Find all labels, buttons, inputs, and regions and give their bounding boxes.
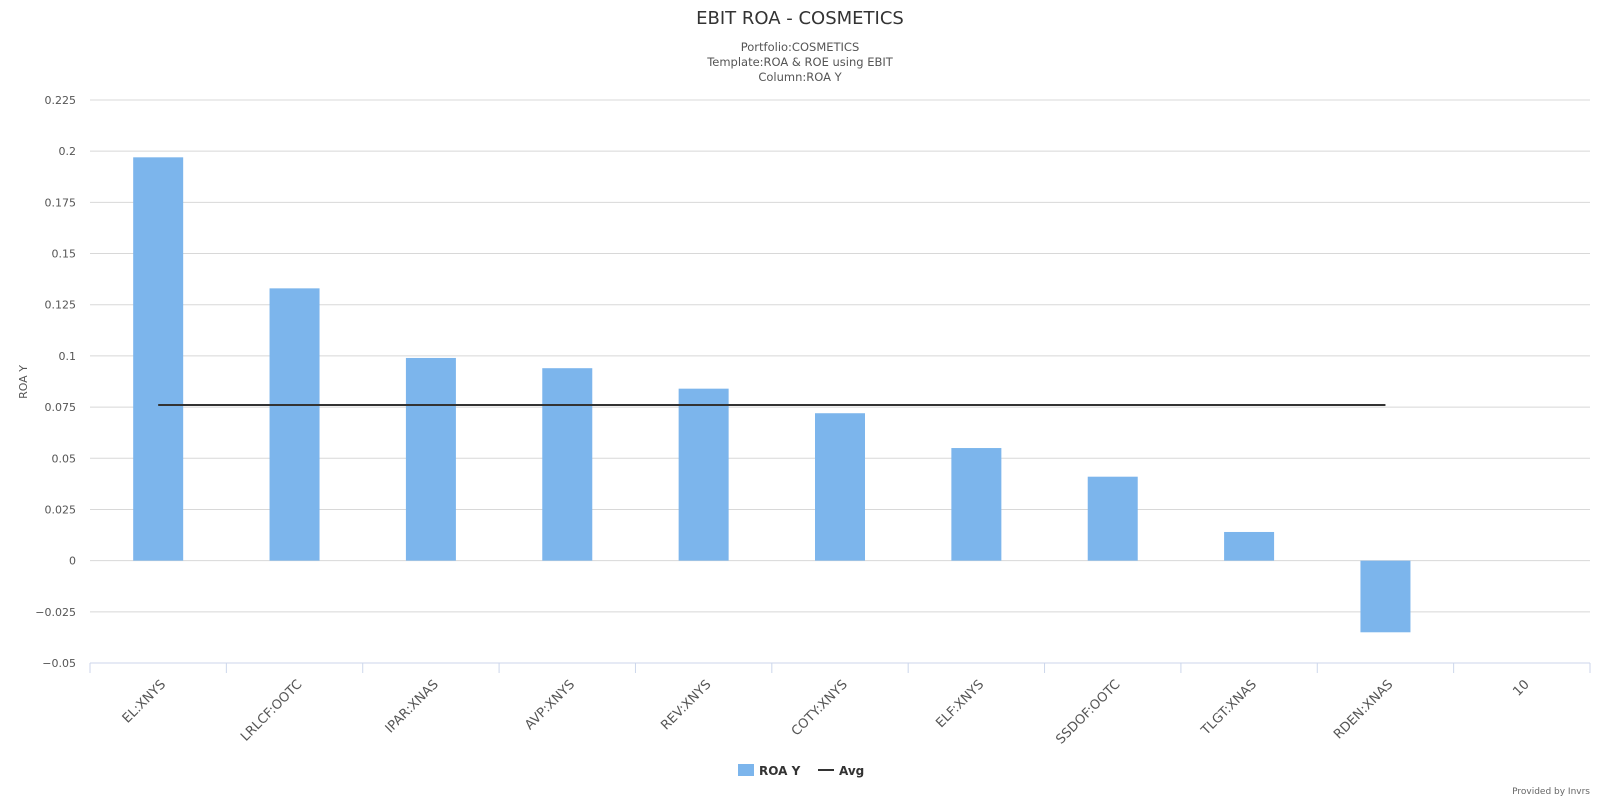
- legend-item-avg[interactable]: Avg: [818, 764, 864, 778]
- x-tick-label: 10: [1510, 677, 1532, 699]
- y-tick-label: 0.175: [45, 196, 77, 209]
- legend-item-roa-y[interactable]: ROA Y: [738, 764, 801, 778]
- y-tick-label: 0.2: [59, 145, 77, 158]
- legend-label-roa-y: ROA Y: [759, 764, 801, 778]
- y-tick-label: 0.225: [45, 94, 77, 107]
- y-tick-label: 0.1: [59, 350, 77, 363]
- chart-subtitle-template: Template:ROA & ROE using EBIT: [706, 55, 894, 69]
- legend-label-avg: Avg: [839, 764, 864, 778]
- x-axis: [89, 662, 1591, 673]
- bar-ipar-xnas[interactable]: [405, 357, 456, 561]
- x-tick-label: COTY:XNYS: [789, 677, 851, 739]
- y-tick-label: 0.125: [45, 299, 77, 312]
- chart-credit[interactable]: Provided by Invrs: [1512, 787, 1590, 797]
- x-tick-label: EL:XNYS: [120, 677, 169, 726]
- bar-rden-xnas[interactable]: [1360, 560, 1411, 633]
- bar-elf-xnys[interactable]: [951, 448, 1002, 561]
- y-axis-ticks: −0.05 −0.025 0 0.025 0.05 0.075 0.1 0.125 0.15 0.…: [35, 94, 76, 670]
- bar-avp-xnys[interactable]: [542, 368, 593, 561]
- bar-tlgt-xnas[interactable]: [1224, 531, 1275, 561]
- y-axis-label: ROA Y: [17, 365, 30, 399]
- y-tick-label: 0.025: [45, 503, 77, 516]
- x-tick-label: LRLCF:OOTC: [238, 677, 305, 744]
- y-tick-label: 0.15: [52, 248, 77, 261]
- y-tick-label: −0.05: [42, 657, 76, 670]
- legend-swatch-roa-y: [738, 764, 754, 776]
- x-tick-label: TLGT:XNAS: [1198, 677, 1260, 739]
- bar-lrlcf-ootc[interactable]: [269, 288, 320, 561]
- x-tick-label: RDEN:XNAS: [1331, 677, 1396, 742]
- bar-ssdof-ootc[interactable]: [1087, 476, 1138, 561]
- y-tick-label: 0.075: [45, 401, 77, 414]
- chart-title: EBIT ROA - COSMETICS: [696, 8, 904, 29]
- bar-coty-xnys[interactable]: [815, 413, 865, 561]
- bar-el-xnys[interactable]: [133, 157, 184, 561]
- x-tick-label: IPAR:XNAS: [383, 677, 442, 736]
- bar-series: [133, 157, 1411, 633]
- bar-rev-xnys[interactable]: [678, 388, 729, 561]
- chart-subtitle-portfolio: Portfolio:COSMETICS: [741, 40, 860, 54]
- x-tick-label: SSDOF:OOTC: [1053, 677, 1123, 747]
- y-tick-label: 0.05: [52, 452, 77, 465]
- chart-subtitle-column: Column:ROA Y: [758, 70, 842, 84]
- x-tick-label: ELF:XNYS: [933, 677, 987, 731]
- x-tick-label: AVP:XNYS: [522, 677, 578, 733]
- legend: ROA Y Avg: [738, 764, 864, 778]
- x-axis-ticks: EL:XNYS LRLCF:OOTC IPAR:XNAS AVP:XNYS REV:XN…: [120, 677, 1533, 747]
- y-tick-label: −0.025: [35, 606, 76, 619]
- x-tick-label: REV:XNYS: [658, 677, 714, 733]
- y-tick-label: 0: [69, 555, 76, 568]
